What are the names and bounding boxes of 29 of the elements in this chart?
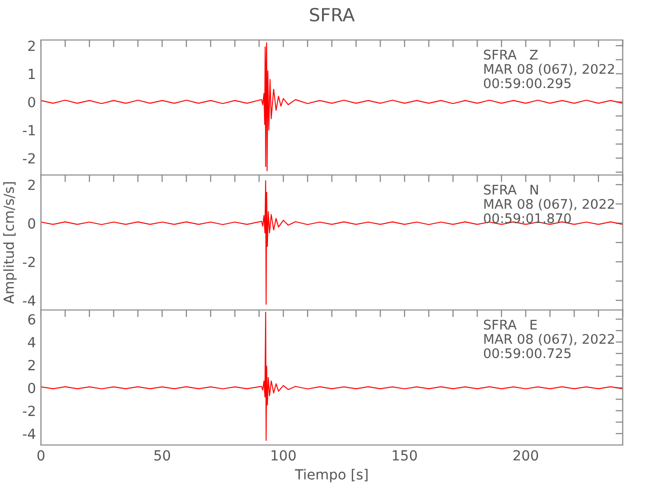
y-tick-label: 2 <box>28 40 35 51</box>
y-tick-label: -4 <box>22 296 36 306</box>
x-tick-label: 150 <box>392 450 417 461</box>
x-tick-label: 200 <box>514 450 538 461</box>
annotation: SFRA E MAR 08 (067), 2022 00:59:00.725 <box>484 320 614 358</box>
line-series <box>40 180 623 305</box>
y-tick-label: -2 <box>22 256 35 268</box>
y-tick-label: -1 <box>22 125 35 136</box>
y-tick-label: 6 <box>28 314 36 325</box>
y-tick-label: 1 <box>28 68 35 80</box>
y-axis-title: Amplitud [cm/s/s] <box>3 182 17 304</box>
x-tick-label: 100 <box>272 450 296 461</box>
chart-title: SFRA <box>310 8 355 22</box>
y-tick-label: 0 <box>28 382 36 394</box>
line-series <box>40 312 623 441</box>
y-tick-label: -2 <box>22 406 35 416</box>
annotation: SFRA Z MAR 08 (067), 2022 00:59:00.295 <box>484 50 614 88</box>
y-tick-label: 2 <box>28 360 35 370</box>
line-series <box>40 42 623 172</box>
x-axis-title: Tiempo [s] <box>294 468 368 482</box>
y-tick-label: -4 <box>22 428 36 439</box>
y-tick-label: 4 <box>28 337 36 348</box>
y-tick-label: -2 <box>22 153 35 164</box>
annotation: SFRA N MAR 08 (067), 2022 00:59:01.870 <box>484 184 614 224</box>
x-tick-label: 0 <box>37 450 44 461</box>
y-tick-label: 0 <box>28 96 36 108</box>
x-tick-label: 50 <box>154 450 170 461</box>
y-tick-label: 0 <box>28 218 36 229</box>
y-tick-label: 2 <box>28 180 35 190</box>
